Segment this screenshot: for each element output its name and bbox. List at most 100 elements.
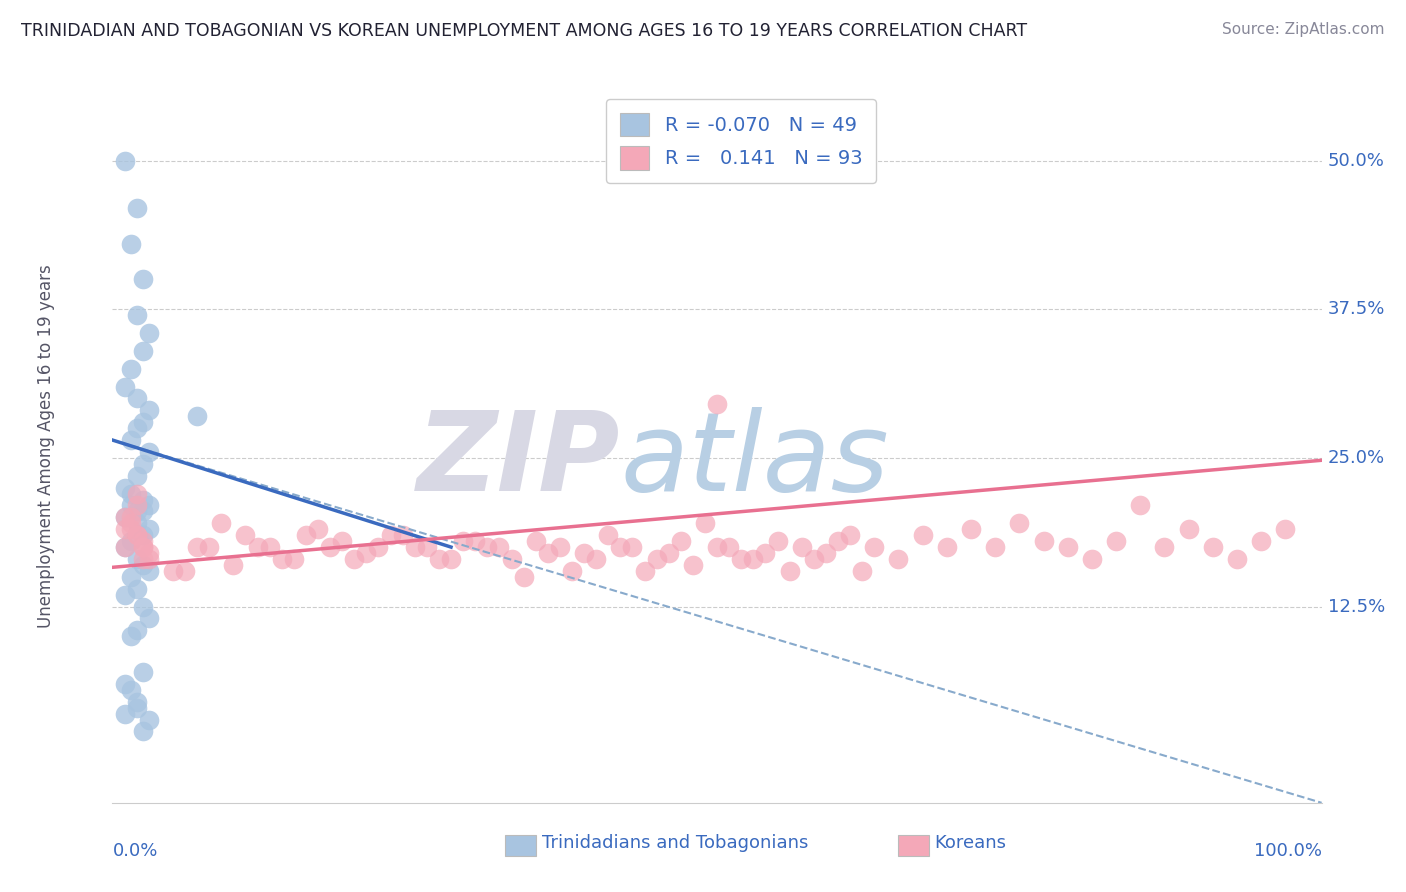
Point <box>132 552 155 566</box>
Point <box>561 564 583 578</box>
Point <box>138 326 160 340</box>
Point <box>404 540 426 554</box>
Legend: R = -0.070   N = 49, R =   0.141   N = 93: R = -0.070 N = 49, R = 0.141 N = 93 <box>606 99 876 184</box>
FancyBboxPatch shape <box>506 835 536 856</box>
Point <box>138 546 160 560</box>
Point <box>706 540 728 554</box>
Point <box>132 415 155 429</box>
Point <box>851 564 873 578</box>
Text: 37.5%: 37.5% <box>1327 301 1385 318</box>
Point <box>125 392 148 406</box>
Point <box>621 540 644 554</box>
Point <box>125 499 148 513</box>
Point <box>935 540 957 554</box>
Point <box>658 546 681 560</box>
Point <box>633 564 655 578</box>
Point <box>132 599 155 614</box>
Point <box>125 582 148 596</box>
Point <box>512 570 534 584</box>
Point <box>125 700 148 714</box>
Point <box>132 724 155 739</box>
Point <box>814 546 837 560</box>
Point <box>114 379 136 393</box>
Point <box>114 481 136 495</box>
Point <box>125 504 148 518</box>
Point <box>537 546 560 560</box>
Point <box>367 540 389 554</box>
Point <box>839 528 862 542</box>
Point <box>1153 540 1175 554</box>
Point <box>1105 534 1128 549</box>
Point <box>209 516 232 531</box>
Point <box>1129 499 1152 513</box>
Point <box>548 540 571 554</box>
FancyBboxPatch shape <box>898 835 929 856</box>
Point <box>132 558 155 572</box>
Point <box>283 552 305 566</box>
Text: Trinidadians and Tobagonians: Trinidadians and Tobagonians <box>541 835 808 853</box>
Point <box>114 677 136 691</box>
Point <box>125 552 148 566</box>
Point <box>464 534 486 549</box>
Point <box>1250 534 1272 549</box>
Point <box>343 552 366 566</box>
Point <box>718 540 741 554</box>
Point <box>114 522 136 536</box>
Text: 50.0%: 50.0% <box>1327 152 1385 169</box>
Point <box>120 236 142 251</box>
Point <box>1008 516 1031 531</box>
Text: ZIP: ZIP <box>416 407 620 514</box>
Point <box>120 486 142 500</box>
Point <box>307 522 329 536</box>
Point <box>114 540 136 554</box>
Point <box>598 528 620 542</box>
Point <box>1274 522 1296 536</box>
Point <box>125 308 148 322</box>
Point <box>138 499 160 513</box>
Point <box>125 516 148 531</box>
Point <box>706 397 728 411</box>
Point <box>125 421 148 435</box>
Point <box>174 564 197 578</box>
Point <box>132 540 155 554</box>
Point <box>391 528 413 542</box>
Point <box>790 540 813 554</box>
Point <box>1226 552 1249 566</box>
Point <box>132 534 155 549</box>
Point <box>585 552 607 566</box>
Point <box>669 534 692 549</box>
Point <box>887 552 910 566</box>
Point <box>693 516 716 531</box>
Point <box>609 540 631 554</box>
Point <box>198 540 221 554</box>
Point <box>120 682 142 697</box>
Text: 0.0%: 0.0% <box>112 842 157 860</box>
Point <box>319 540 342 554</box>
Point <box>451 534 474 549</box>
Point <box>259 540 281 554</box>
Point <box>1056 540 1078 554</box>
Text: Koreans: Koreans <box>935 835 1007 853</box>
Point <box>120 629 142 643</box>
Point <box>132 492 155 507</box>
Point <box>138 611 160 625</box>
Point <box>1202 540 1225 554</box>
Text: 100.0%: 100.0% <box>1254 842 1322 860</box>
Point <box>572 546 595 560</box>
Point <box>1032 534 1054 549</box>
Point <box>120 499 142 513</box>
Point <box>114 153 136 168</box>
Point <box>138 713 160 727</box>
Point <box>125 201 148 215</box>
Point <box>356 546 378 560</box>
Point <box>645 552 668 566</box>
Point <box>114 510 136 524</box>
Point <box>754 546 776 560</box>
Point <box>416 540 439 554</box>
Point <box>138 522 160 536</box>
Point <box>132 665 155 679</box>
Point <box>120 433 142 447</box>
Point <box>270 552 292 566</box>
Point <box>682 558 704 572</box>
Point <box>1081 552 1104 566</box>
